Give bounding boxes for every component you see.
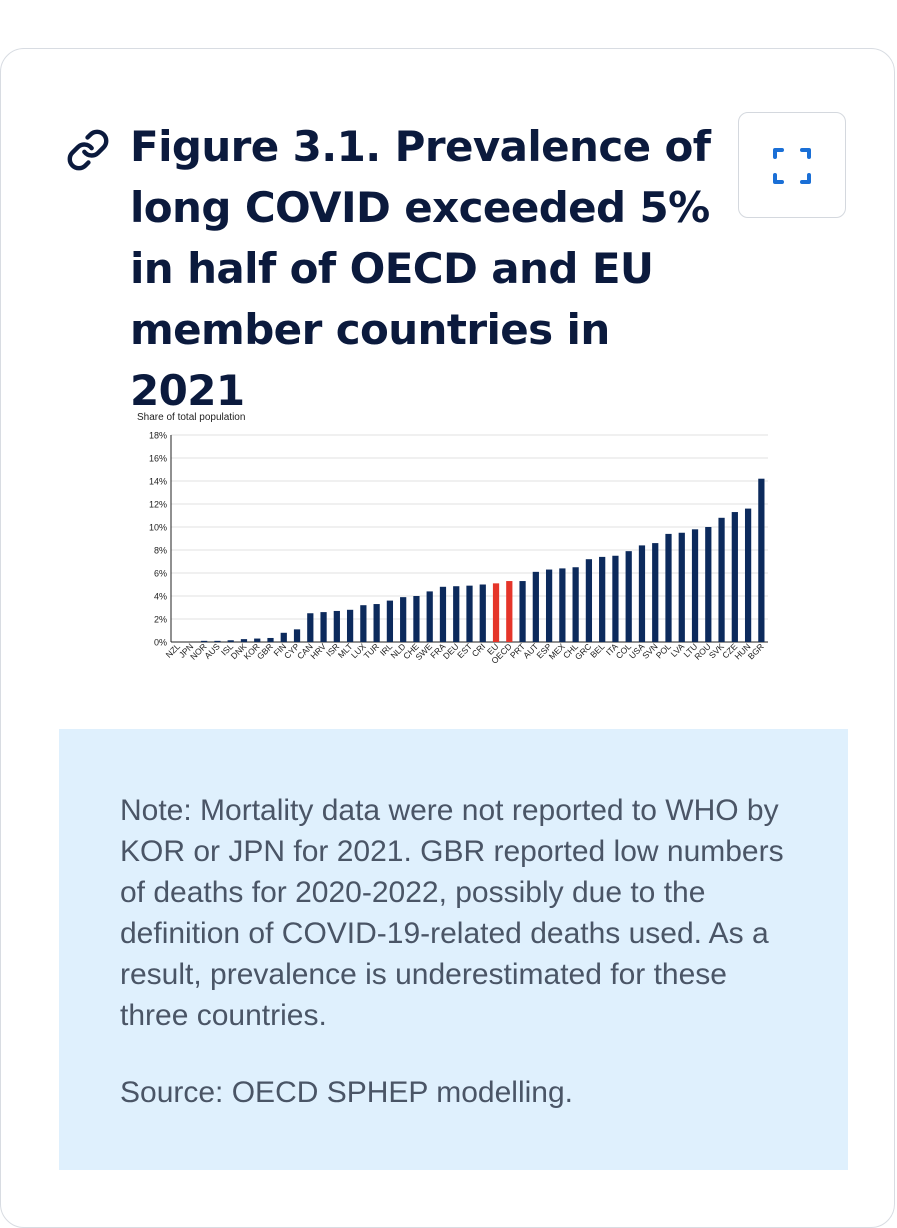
figure-title: Figure 3.1. Prevalence of long COVID exc…	[130, 122, 711, 415]
bar-isl	[227, 640, 234, 642]
y-tick-label: 6%	[154, 569, 167, 579]
bar-dnk	[240, 639, 248, 642]
bar-tur	[373, 604, 380, 642]
expand-icon	[773, 148, 811, 184]
bar-nld	[400, 597, 407, 642]
bar-hun	[744, 508, 752, 642]
bar-ltu	[691, 529, 699, 642]
y-tick-label: 0%	[154, 638, 167, 648]
bar-chl	[572, 567, 579, 642]
y-tick-label: 16%	[149, 454, 167, 464]
bar-deu	[453, 586, 460, 642]
bar-ita	[612, 555, 619, 642]
bar-prt	[519, 581, 526, 642]
bar-svk	[718, 517, 725, 642]
y-tick-label: 4%	[154, 592, 167, 602]
y-tick-label: 10%	[149, 523, 167, 533]
expand-button[interactable]	[738, 112, 846, 218]
y-tick-label: 2%	[154, 615, 167, 625]
source-text: Source: OECD SPHEP modelling.	[120, 1076, 573, 1109]
note-text: Note: Mortality data were not reported t…	[120, 794, 784, 1032]
x-tick-label: BGR	[746, 641, 766, 661]
bar-cze	[731, 512, 738, 642]
bar-che	[413, 596, 420, 642]
bar-col	[625, 551, 632, 642]
bar-irl	[386, 600, 394, 642]
bar-can	[307, 613, 314, 642]
y-tick-label: 18%	[149, 431, 167, 441]
bar-fra	[439, 586, 447, 642]
y-tick-label: 14%	[149, 477, 167, 487]
bar-kor	[254, 638, 261, 642]
bar-mex	[559, 568, 566, 642]
bar-svn	[652, 543, 659, 642]
y-axis-label: Share of total population	[137, 412, 245, 423]
bar-aus	[214, 640, 221, 642]
bar-nor	[201, 640, 208, 642]
link-icon[interactable]	[66, 128, 110, 172]
bar-mlt	[346, 609, 354, 642]
bar-bgr	[758, 478, 765, 642]
bar-eu	[492, 583, 500, 642]
bar-gbr	[267, 637, 274, 642]
y-tick-label: 12%	[149, 500, 167, 510]
note-box: Note: Mortality data were not reported t…	[59, 729, 848, 1170]
bar-swe	[426, 591, 433, 642]
bar-cri	[479, 584, 486, 642]
y-tick-label: 8%	[154, 546, 167, 556]
bar-usa	[638, 545, 646, 642]
bar-lva	[678, 532, 685, 642]
bar-grc	[585, 559, 593, 642]
bar-bel	[599, 556, 606, 642]
bar-hrv	[320, 612, 327, 642]
bar-aut	[532, 571, 539, 642]
bar-esp	[545, 569, 553, 642]
bar-chart: Share of total population 0% 2% 4% 6% 8% 10% 1…	[137, 412, 768, 666]
bar-fin	[280, 632, 287, 642]
bar-pol	[665, 533, 672, 642]
bar-lux	[360, 605, 367, 642]
bar-rou	[705, 527, 712, 642]
bar-est	[466, 585, 473, 642]
bar-cyp	[293, 629, 301, 642]
bar-isr	[333, 610, 340, 642]
bar-oecd	[506, 581, 513, 642]
